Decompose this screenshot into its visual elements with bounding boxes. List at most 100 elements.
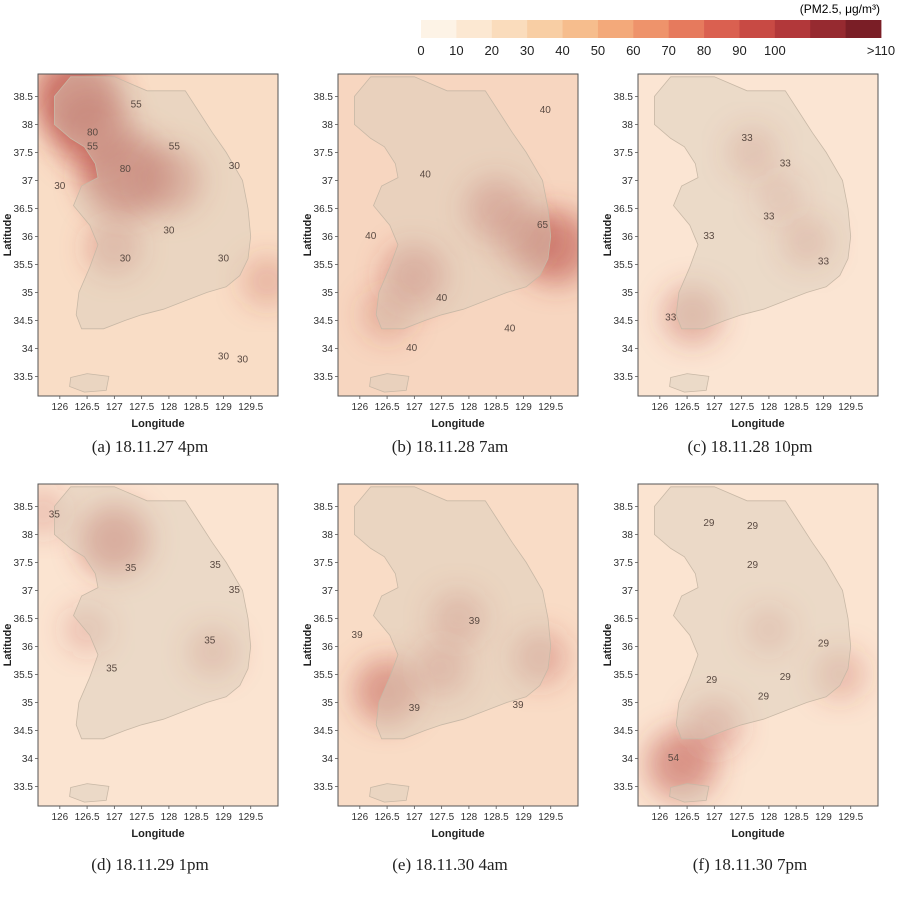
pollution-hotspot — [512, 630, 568, 685]
map-panel-e: 39 39 39 39 126 126.5 127 127.5 128 128.5 129 129.5… — [300, 470, 600, 910]
y-tick-label: 36.5 — [614, 614, 634, 625]
map-panel-b: 40 40 40 65 40 40 40 126 126.5 127 127.5 128 128.5 12… — [300, 60, 600, 500]
y-tick-label: 34.5 — [314, 316, 334, 327]
land-mass — [654, 76, 852, 330]
y-tick-label: 37.5 — [14, 148, 34, 159]
x-tick-label: 128 — [161, 812, 178, 823]
x-tick-label: 129 — [515, 812, 532, 823]
contour-label: 39 — [409, 703, 421, 714]
x-tick-label: 128.5 — [484, 812, 509, 823]
y-tick-label: 37.5 — [614, 148, 634, 159]
x-tick-label: 128 — [761, 812, 778, 823]
pm25-field: 39 39 39 39 — [338, 484, 578, 806]
y-tick-label: 36 — [622, 232, 634, 243]
contour-label: 55 — [131, 100, 143, 111]
y-tick-label: 34 — [22, 754, 34, 765]
colorbar-legend: (PM2.5, μg/m³) 0 10 20 30 40 50 60 70 80 90 100 >11… — [417, 2, 895, 58]
x-tick-label: 127 — [406, 812, 423, 823]
y-tick-label: 35.5 — [614, 670, 634, 681]
land-mass — [354, 486, 552, 740]
y-tick-label: 37 — [622, 176, 634, 187]
contour-label: 39 — [469, 616, 481, 627]
y-axis-title: Latitude — [2, 624, 14, 667]
colorbar-tick-label: 80 — [697, 43, 711, 58]
contour-label: 29 — [747, 521, 759, 532]
pollution-hotspot — [814, 649, 866, 700]
x-tick-label: 129 — [215, 402, 232, 413]
y-tick-label: 36 — [622, 642, 634, 653]
x-tick-label: 127 — [706, 812, 723, 823]
contour-label: 35 — [106, 664, 118, 675]
y-tick-label: 36.5 — [14, 204, 34, 215]
contour-label: 40 — [365, 231, 377, 242]
y-tick-label: 38 — [622, 120, 634, 131]
pm25-field: 33 33 33 33 33 33 — [638, 74, 878, 396]
y-tick-label: 36.5 — [314, 204, 334, 215]
contour-label: 30 — [237, 354, 249, 365]
contour-label: 29 — [703, 518, 715, 529]
contour-label: 40 — [420, 170, 432, 181]
y-tick-label: 38 — [22, 120, 34, 131]
y-tick-label: 35.5 — [14, 670, 34, 681]
pollution-hotspot — [87, 220, 142, 275]
map-frame — [337, 483, 579, 807]
x-tick-label: 128 — [461, 402, 478, 413]
contour-label: 29 — [818, 638, 830, 649]
pollution-hotspot — [745, 606, 793, 654]
panel-caption: (b) 18.11.28 7am — [391, 437, 509, 456]
pm25-field: 40 40 40 65 40 40 40 — [338, 74, 578, 396]
pollution-hotspot — [383, 244, 446, 307]
y-tick-label: 33.5 — [314, 372, 334, 383]
colorbar-swatch — [597, 20, 634, 38]
x-tick-label: 127.5 — [129, 812, 154, 823]
y-tick-label: 36 — [22, 232, 34, 243]
land-mass — [654, 486, 852, 740]
x-tick-label: 129.5 — [238, 812, 263, 823]
y-tick-label: 37.5 — [14, 558, 34, 569]
y-tick-label: 35.5 — [14, 260, 34, 271]
x-axis-title: Longitude — [131, 828, 184, 840]
y-tick-label: 36.5 — [614, 204, 634, 215]
jeju-island — [669, 783, 710, 803]
contour-label: 40 — [436, 293, 448, 304]
y-axis-title: Latitude — [302, 214, 314, 257]
y-tick-label: 33.5 — [614, 372, 634, 383]
y-tick-label: 34.5 — [14, 316, 34, 327]
colorbar-tick-label: 70 — [661, 43, 675, 58]
x-tick-label: 127 — [406, 402, 423, 413]
contour-label: 30 — [54, 181, 66, 192]
contour-label: 33 — [780, 158, 792, 169]
y-tick-label: 35 — [322, 288, 334, 299]
jeju-island — [369, 783, 410, 803]
map-panel-d: 35 35 35 35 35 35 126 126.5 127 127.5 128 128.5 129 1… — [0, 470, 300, 910]
map-panel-c: 33 33 33 33 33 33 126 126.5 127 127.5 128 128.5 129 1… — [600, 60, 900, 500]
pollution-hotspot — [79, 505, 150, 575]
y-tick-label: 38 — [322, 120, 334, 131]
contour-label: 29 — [747, 560, 759, 571]
x-tick-label: 127.5 — [729, 812, 754, 823]
colorbar-tick-label: 30 — [520, 43, 534, 58]
y-tick-label: 34 — [622, 754, 634, 765]
contour-label: 54 — [668, 753, 680, 764]
pm25-field: 55 80 55 55 80 30 30 30 30 30 30 30 — [38, 74, 278, 396]
y-tick-label: 33.5 — [14, 372, 34, 383]
colorbar-tick-label: 10 — [449, 43, 463, 58]
y-axis-title: Latitude — [302, 624, 314, 667]
y-tick-label: 34.5 — [614, 726, 634, 737]
pollution-hotspot — [361, 289, 413, 341]
y-tick-label: 38.5 — [614, 502, 634, 513]
y-tick-label: 38.5 — [614, 92, 634, 103]
contour-label: 35 — [210, 560, 222, 571]
y-tick-label: 35 — [322, 698, 334, 709]
contour-label: 33 — [703, 231, 715, 242]
x-axis-title: Longitude — [431, 828, 484, 840]
contour-label: 33 — [742, 133, 754, 144]
pollution-hotspot — [494, 207, 553, 266]
x-tick-label: 126 — [51, 402, 68, 413]
y-tick-label: 36 — [322, 232, 334, 243]
y-tick-label: 35.5 — [314, 260, 334, 271]
colorbar-swatch — [421, 20, 457, 38]
contour-label: 40 — [504, 324, 516, 335]
y-tick-label: 37 — [322, 176, 334, 187]
x-axis-title: Longitude — [431, 418, 484, 430]
